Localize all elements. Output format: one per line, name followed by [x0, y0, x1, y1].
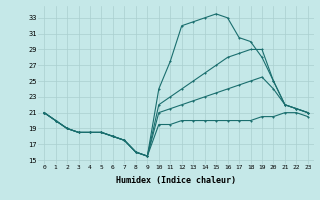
X-axis label: Humidex (Indice chaleur): Humidex (Indice chaleur): [116, 176, 236, 185]
